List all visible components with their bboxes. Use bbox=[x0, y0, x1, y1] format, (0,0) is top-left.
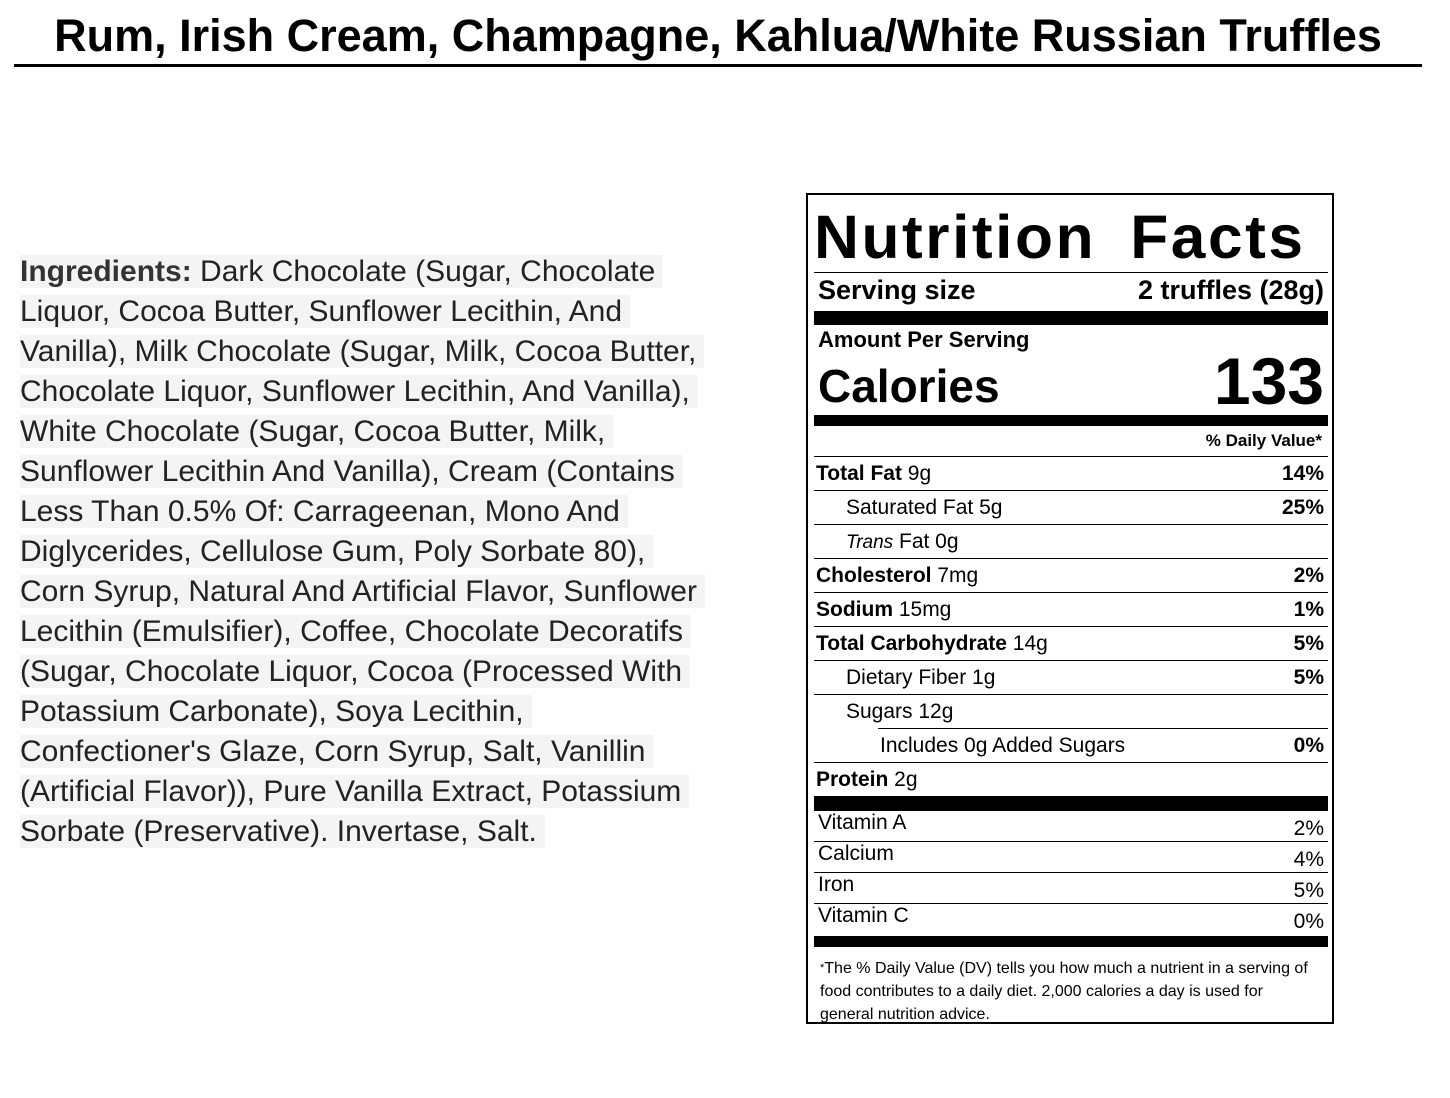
nutrient-amount: 1g bbox=[966, 665, 996, 689]
nutrient-name: Sugars bbox=[846, 699, 913, 723]
calories-value: 133 bbox=[1213, 344, 1324, 418]
vitamin-row: Vitamin A 2% bbox=[814, 811, 1328, 841]
ingredients-line: Confectioner's Glaze, Corn Syrup, Salt, … bbox=[20, 732, 705, 772]
nutrient-daily-value: 2% bbox=[1293, 563, 1324, 587]
serving-size-row: Serving size 2 truffles (28g) bbox=[814, 273, 1328, 307]
page-title: Rum, Irish Cream, Champagne, Kahlua/Whit… bbox=[14, 10, 1422, 67]
nutrient-row: Cholesterol 7mg 2% bbox=[814, 559, 1328, 592]
ingredients-text: Ingredients: Dark Chocolate (Sugar, Choc… bbox=[20, 252, 705, 852]
nutrient-daily-value: 14% bbox=[1281, 461, 1324, 485]
nutrient-name: Includes 0g Added Sugars bbox=[880, 733, 1126, 757]
ingredients-line: Less Than 0.5% Of: Carrageenan, Mono And bbox=[20, 492, 705, 532]
ingredients-line: Vanilla), Milk Chocolate (Sugar, Milk, C… bbox=[20, 332, 705, 372]
nutrient-daily-value: 25% bbox=[1281, 495, 1324, 519]
daily-value-header: % Daily Value* bbox=[1205, 431, 1322, 450]
vitamin-row: Vitamin C 0% bbox=[814, 904, 1328, 934]
vitamin-row: Iron 5% bbox=[814, 873, 1328, 903]
vitamin-daily-value: 5% bbox=[1293, 879, 1324, 902]
ingredients-label: Ingredients: bbox=[20, 255, 192, 288]
ingredients-line: Chocolate Liquor, Sunflower Lecithin, An… bbox=[20, 372, 705, 412]
vitamin-name: Calcium bbox=[818, 842, 894, 865]
nutrient-name: Protein bbox=[816, 767, 889, 791]
nutrient-row: Total Fat 9g 14% bbox=[814, 457, 1328, 490]
ingredients-line: Sunflower Lecithin And Vanilla), Cream (… bbox=[20, 452, 705, 492]
ingredients-line: Potassium Carbonate), Soya Lecithin, bbox=[20, 692, 705, 732]
nutrient-daily-value: 5% bbox=[1293, 631, 1324, 655]
nutrient-name: Total Fat bbox=[816, 461, 902, 485]
nutrient-amount: 9g bbox=[901, 461, 932, 485]
nutrient-name: Dietary Fiber bbox=[846, 665, 967, 689]
calories-label: Calories bbox=[818, 360, 1000, 412]
nutrient-daily-value: 1% bbox=[1293, 597, 1324, 621]
nutrient-amount: 2g bbox=[888, 767, 918, 791]
vitamin-row: Calcium 4% bbox=[814, 842, 1328, 872]
nutrient-row: Sodium 15mg 1% bbox=[814, 593, 1328, 626]
serving-size-value: 2 truffles (28g) bbox=[1137, 274, 1324, 305]
vitamin-daily-value: 4% bbox=[1293, 848, 1324, 871]
vitamin-daily-value: 2% bbox=[1293, 817, 1324, 840]
nutrient-row: Sugars 12g bbox=[814, 695, 1328, 728]
nutrition-facts-heading: Nutrition Facts bbox=[814, 203, 1306, 271]
ingredients-line: (Sugar, Chocolate Liquor, Cocoa (Process… bbox=[20, 652, 705, 692]
vitamin-name: Vitamin C bbox=[818, 904, 909, 927]
nutrient-row: Saturated Fat 5g 25% bbox=[814, 491, 1328, 524]
ingredients-line: Corn Syrup, Natural And Artificial Flavo… bbox=[20, 572, 705, 612]
nutrient-row: Total Carbohydrate 14g 5% bbox=[814, 627, 1328, 660]
nutrient-row: Protein 2g bbox=[814, 763, 1328, 796]
vitamin-name: Iron bbox=[818, 873, 855, 896]
nutrient-rows: Total Fat 9g 14% Saturated Fat 5g 25% Trans … bbox=[814, 456, 1328, 796]
nutrient-amount: Fat 0g bbox=[893, 529, 959, 553]
nutrient-daily-value: 0% bbox=[1293, 733, 1324, 757]
nutrient-row: Dietary Fiber 1g 5% bbox=[814, 661, 1328, 694]
footnote: *The % Daily Value (DV) tells you how mu… bbox=[820, 960, 1308, 1023]
nutrient-daily-value: 5% bbox=[1293, 665, 1324, 689]
vitamin-name: Vitamin A bbox=[818, 811, 907, 834]
ingredients-line: Lecithin (Emulsifier), Coffee, Chocolate… bbox=[20, 612, 705, 652]
nutrient-row: Trans Fat 0g bbox=[814, 525, 1328, 558]
nutrient-name: Cholesterol bbox=[816, 563, 932, 587]
nutrition-facts-panel: Nutrition Facts Serving size 2 truffles … bbox=[806, 193, 1334, 1024]
nutrient-name: Trans bbox=[846, 531, 894, 553]
ingredients-line: Ingredients: Dark Chocolate (Sugar, Choc… bbox=[20, 252, 705, 292]
nutrient-amount: 14g bbox=[1006, 631, 1048, 655]
ingredients-line: Sorbate (Preservative). Invertase, Salt. bbox=[20, 812, 705, 852]
nutrient-name: Sodium bbox=[816, 597, 893, 621]
nutrient-amount: 12g bbox=[912, 699, 954, 723]
nutrient-name: Saturated Fat bbox=[846, 495, 974, 519]
vitamin-rows: Vitamin A 2% Calcium 4% Iron 5% Vitamin C 0% bbox=[814, 811, 1328, 934]
amount-per-serving: Amount Per Serving bbox=[818, 327, 1030, 352]
ingredients-line: White Chocolate (Sugar, Cocoa Butter, Mi… bbox=[20, 412, 705, 452]
ingredients-line: Diglycerides, Cellulose Gum, Poly Sorbat… bbox=[20, 532, 705, 572]
serving-size-label: Serving size bbox=[818, 274, 976, 305]
nutrient-amount: 7mg bbox=[931, 563, 979, 587]
nutrient-row: Includes 0g Added Sugars 0% bbox=[814, 729, 1328, 762]
nutrient-name: Total Carbohydrate bbox=[816, 631, 1007, 655]
calories-row: Calories 133 bbox=[814, 344, 1328, 418]
nutrient-amount: 5g bbox=[973, 495, 1003, 519]
ingredients-line: Liquor, Cocoa Butter, Sunflower Lecithin… bbox=[20, 292, 705, 332]
nutrient-amount: 15mg bbox=[893, 597, 952, 621]
vitamin-daily-value: 0% bbox=[1293, 910, 1324, 933]
ingredients-line: (Artificial Flavor)), Pure Vanilla Extra… bbox=[20, 772, 705, 812]
